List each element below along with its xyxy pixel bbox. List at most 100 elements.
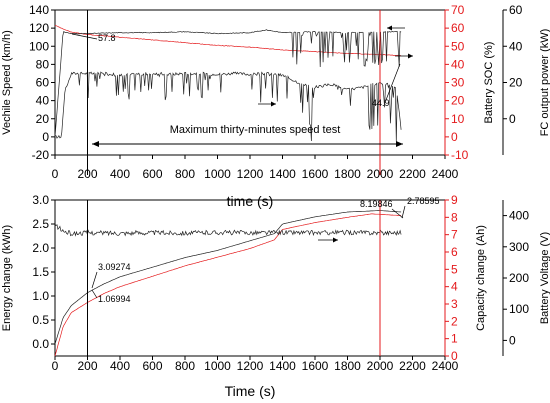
y-tick-label: 8 (451, 210, 458, 224)
y-tick-label: 9 (451, 193, 458, 207)
x-tick-label: 1800 (334, 359, 361, 373)
series-line (54, 223, 402, 237)
x-tick-label: 200 (77, 359, 97, 373)
y-tick-label: 40 (509, 39, 523, 53)
x-axis-title: time (s) (227, 193, 274, 209)
series-line (54, 210, 402, 345)
x-tick-label: 1400 (269, 359, 296, 373)
x-tick-label: 1200 (237, 359, 264, 373)
y-tick-label: 200 (509, 271, 529, 285)
annotation-label: 44.9 (372, 98, 390, 108)
x-tick-label: 400 (110, 167, 130, 181)
y-tick-label: 10 (451, 112, 465, 126)
series-arrow-voltage-head (333, 237, 338, 243)
x-tick-label: 2000 (367, 359, 394, 373)
series-arrow-fc-head (271, 101, 276, 107)
series-arrow-soc-head (408, 53, 413, 59)
y-tick-label: 3.0 (32, 193, 49, 207)
x-tick-label: 1400 (269, 167, 296, 181)
y-tick-label: 4 (451, 280, 458, 294)
annotation-label: 8.19846 (360, 199, 393, 209)
y-tick-label: 20 (36, 112, 50, 126)
y-tick-label: 70 (451, 3, 465, 17)
x-tick-label: 1200 (237, 167, 264, 181)
annotation-leader (91, 271, 98, 289)
y-tick-label: 40 (451, 57, 465, 71)
y-tick-label: 2 (451, 314, 458, 328)
x-tick-label: 2400 (432, 167, 459, 181)
x-tick-label: 1600 (302, 167, 329, 181)
y-axis-title: Energy change (kWh) (1, 225, 13, 331)
y-tick-label: 60 (36, 76, 50, 90)
x-tick-label: 1800 (334, 167, 361, 181)
y-axis-title: Vechile Speed (km/h) (1, 30, 13, 135)
series-line (54, 213, 402, 357)
y-tick-label: 0 (509, 333, 516, 347)
y-tick-label: 20 (451, 94, 465, 108)
y-tick-label: 0.5 (32, 313, 49, 327)
y-axis-title: Battery SOC (%) (483, 42, 495, 124)
x-tick-label: 800 (175, 359, 195, 373)
x-tick-label: 2200 (399, 359, 426, 373)
annotation-label: 1.06994 (98, 294, 131, 304)
annotation-leader (385, 63, 401, 101)
series-line (54, 29, 402, 137)
annotation-leader (71, 33, 98, 40)
x-tick-label: 0 (52, 167, 59, 181)
y-tick-label: 2.5 (32, 217, 49, 231)
y-tick-label: 30 (451, 76, 465, 90)
x-tick-label: 600 (142, 359, 162, 373)
x-tick-label: 2200 (399, 167, 426, 181)
y-tick-label: 0.0 (32, 337, 49, 351)
x-tick-label: 1600 (302, 359, 329, 373)
y-tick-label: 20 (509, 76, 523, 90)
y-tick-label: 3 (451, 297, 458, 311)
y-tick-label: 5 (451, 262, 458, 276)
annotation-label: 3.09274 (98, 262, 131, 272)
top-panel: 0 200 400 600 800 1000 1200 1400 1600 1800 2000 220… (1, 3, 550, 209)
annotation-leader (391, 208, 404, 219)
series-arrow-speed-head (387, 25, 392, 31)
span-arrow-head-left (92, 141, 99, 147)
y-axis-title: FC output power (kW) (539, 29, 550, 137)
span-arrow-head-right (396, 141, 403, 147)
series-line (55, 71, 402, 142)
y-tick-label: -20 (32, 148, 50, 162)
annotation-leader (401, 205, 406, 219)
y-tick-label: 100 (29, 39, 49, 53)
y-tick-label: 2.0 (32, 241, 49, 255)
y-tick-label: 60 (451, 21, 465, 35)
y-tick-label: 6 (451, 245, 458, 259)
y-tick-label: 1.0 (32, 289, 49, 303)
annotation-leader (91, 289, 98, 299)
y-tick-label: 0 (42, 130, 49, 144)
annotation-label: 2.78595 (407, 196, 440, 206)
y-axis-title: Capacity change (Ah) (475, 225, 487, 331)
y-tick-label: 100 (509, 302, 529, 316)
x-axis-title: Time (s) (225, 383, 276, 399)
y-tick-label: 300 (509, 240, 529, 254)
x-tick-label: 600 (142, 167, 162, 181)
y-tick-label: 40 (36, 94, 50, 108)
y-tick-label: 7 (451, 228, 458, 242)
plot-frame (54, 199, 446, 357)
x-tick-label: 1000 (204, 167, 231, 181)
y-tick-label: 0 (451, 349, 458, 363)
x-tick-label: 1000 (204, 359, 231, 373)
bottom-panel: 0 200 400 600 800 1000 1200 1400 1600 1800 2000 220… (1, 193, 550, 399)
x-tick-label: 2400 (432, 359, 459, 373)
x-tick-label: 400 (110, 359, 130, 373)
y-tick-label: 1.5 (32, 265, 49, 279)
y-tick-label: 400 (509, 209, 529, 223)
series-line (54, 25, 402, 57)
y-axis-title: Battery Voltage (V) (539, 232, 550, 324)
y-tick-label: 0 (451, 130, 458, 144)
annotation-label: 57.8 (98, 33, 116, 43)
y-tick-label: 0 (509, 112, 516, 126)
x-tick-label: 800 (175, 167, 195, 181)
y-tick-label: 140 (29, 3, 49, 17)
y-tick-label: 80 (36, 57, 50, 71)
y-tick-label: 1 (451, 332, 458, 346)
y-tick-label: 50 (451, 39, 465, 53)
